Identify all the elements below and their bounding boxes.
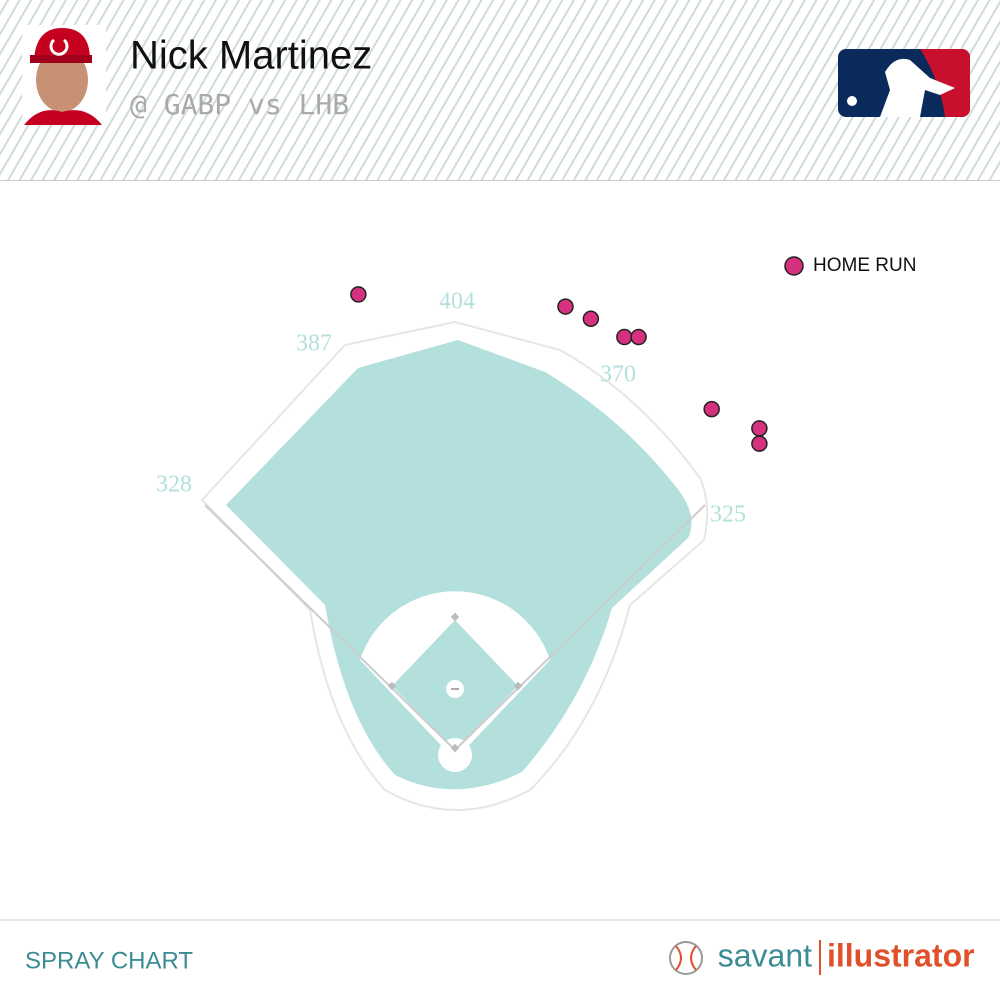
- fence-distance: 370: [600, 362, 636, 388]
- savant-ball: [669, 941, 703, 975]
- field: [200, 320, 709, 811]
- hit-dot: [630, 328, 647, 346]
- hit-dot: [751, 435, 768, 452]
- brand-illustrator: illustrator: [827, 937, 975, 973]
- subtitle: @ GABP vs LHB: [130, 88, 349, 121]
- fence-distance: 404: [439, 289, 475, 315]
- hit-dot: [557, 298, 574, 315]
- fence-distance: 328: [156, 472, 192, 498]
- fence-distance: 387: [296, 331, 332, 357]
- hit-dot: [751, 420, 768, 437]
- title: Nick Martinez: [130, 34, 372, 78]
- legend-swatch: [784, 256, 804, 276]
- hit-dot: [703, 400, 720, 418]
- hit-dot: [582, 310, 600, 328]
- mlb-logo: [838, 49, 970, 117]
- legend-label: HOME RUN: [813, 255, 916, 276]
- fence-distance: 325: [710, 502, 746, 528]
- hit-dot: [350, 286, 367, 303]
- footer-label: SPRAY CHART: [25, 947, 193, 974]
- hit-dot: [616, 328, 633, 346]
- header: [0, 0, 1000, 181]
- headshot: [22, 25, 106, 125]
- brand-savant: savant: [718, 937, 812, 973]
